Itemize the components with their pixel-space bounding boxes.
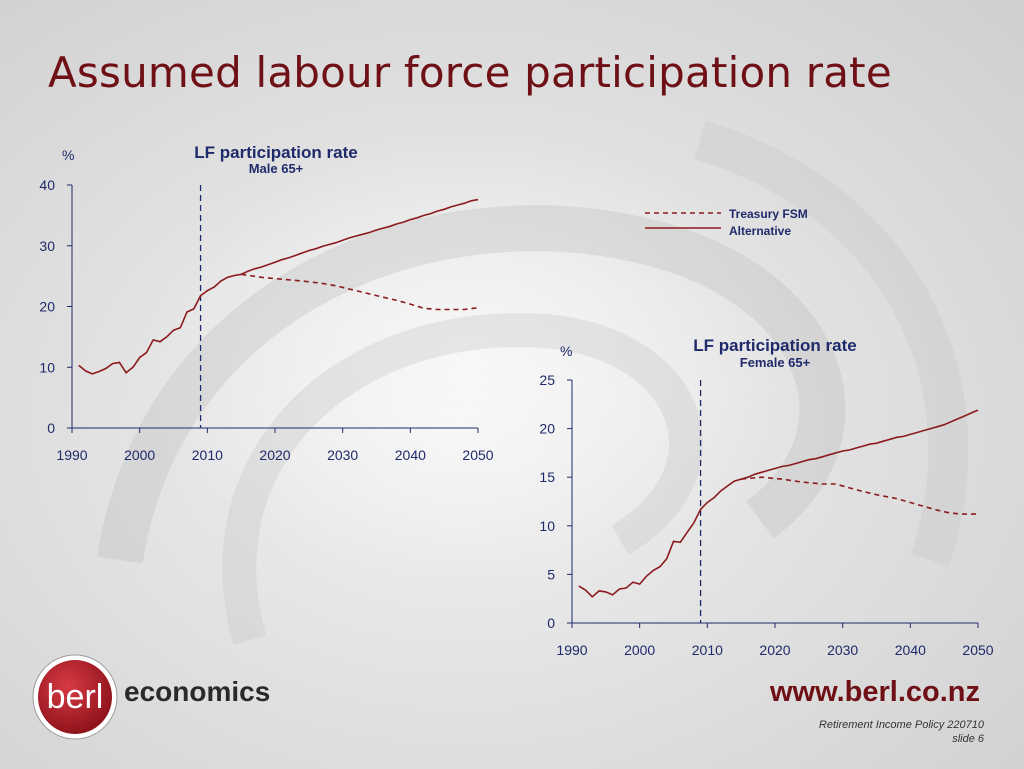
website-url[interactable]: www.berl.co.nz xyxy=(769,676,980,708)
x-tick-label: 2050 xyxy=(962,642,993,658)
plot-area: 0 5 10 15 20 25 1990 2000 2010 2020 2030 2040 2050 xyxy=(539,372,993,658)
y-axis-unit-label: % xyxy=(560,343,572,359)
y-tick-label: 5 xyxy=(547,566,555,582)
x-tick-label: 2050 xyxy=(462,447,493,463)
y-axis-unit-label: % xyxy=(62,147,74,163)
y-tick-label: 20 xyxy=(539,421,555,437)
y-tick-label: 30 xyxy=(39,238,55,254)
series-line-treasury-fsm xyxy=(741,476,978,515)
logo-text: berl xyxy=(47,678,104,716)
y-tick-label: 10 xyxy=(539,518,555,534)
y-tick-label: 25 xyxy=(539,372,555,388)
x-tick-label: 2030 xyxy=(327,447,358,463)
x-tick-label: 2000 xyxy=(124,447,155,463)
legend-label-treasury-fsm: Treasury FSM xyxy=(729,207,808,221)
chart-subtitle: Female 65+ xyxy=(740,355,811,370)
y-tick-label: 20 xyxy=(39,299,55,315)
y-tick-label: 10 xyxy=(39,359,55,375)
series-line-alternative xyxy=(78,198,479,375)
x-tick-label: 2040 xyxy=(895,642,926,658)
x-tick-label: 2010 xyxy=(692,642,723,658)
berl-logo: berl xyxy=(32,654,118,740)
x-tick-label: 2010 xyxy=(192,447,223,463)
legend-label-alternative: Alternative xyxy=(729,224,791,238)
series-line-treasury-fsm xyxy=(241,273,479,311)
x-tick-label: 2040 xyxy=(395,447,426,463)
chart-title: LF participation rate xyxy=(194,143,357,162)
y-tick-label: 0 xyxy=(47,420,55,436)
x-tick-label: 2020 xyxy=(259,447,290,463)
logo-suffix: economics xyxy=(124,676,271,707)
x-tick-label: 2030 xyxy=(827,642,858,658)
series-line-alternative xyxy=(578,409,979,598)
chart-subtitle: Male 65+ xyxy=(249,161,304,176)
chart-title: LF participation rate xyxy=(693,336,856,355)
footer-presentation-name: Retirement Income Policy 220710 xyxy=(818,719,984,731)
chart-legend: Treasury FSM Alternative xyxy=(645,207,808,238)
footer: Retirement Income Policy 220710 slide 6 xyxy=(819,718,984,746)
footer-slide-number: slide 6 xyxy=(952,733,984,745)
x-tick-label: 2020 xyxy=(759,642,790,658)
x-tick-label: 1990 xyxy=(556,642,587,658)
male-participation-chart: LF participation rate Male 65+ % 0102030… xyxy=(39,143,493,463)
y-tick-label: 15 xyxy=(539,469,555,485)
y-tick-label: 0 xyxy=(547,615,555,631)
slide-title: Assumed labour force participation rate xyxy=(48,48,892,97)
x-tick-label: 2000 xyxy=(624,642,655,658)
female-participation-chart: LF participation rate Female 65+ % 0 5 10 1… xyxy=(539,336,993,658)
x-tick-label: 1990 xyxy=(56,447,87,463)
y-tick-label: 40 xyxy=(39,177,55,193)
